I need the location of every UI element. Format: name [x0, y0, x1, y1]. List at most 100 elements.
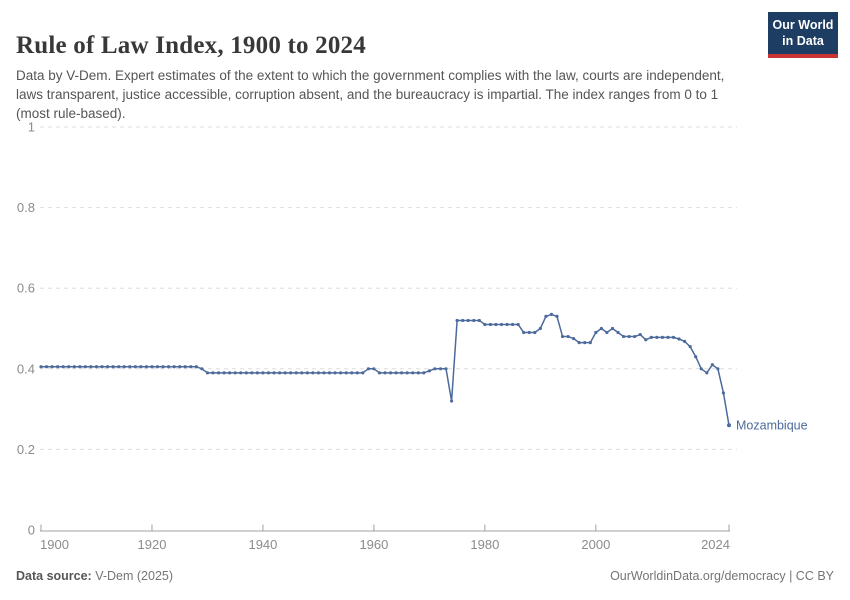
data-point-1984[interactable] — [505, 322, 509, 327]
data-point-1968[interactable] — [416, 371, 420, 375]
data-point-1927[interactable] — [189, 365, 193, 369]
data-point-1970[interactable] — [427, 369, 431, 373]
data-point-1929[interactable] — [200, 367, 204, 371]
data-point-2004[interactable] — [616, 330, 620, 335]
data-point-2024[interactable] — [727, 423, 731, 428]
data-point-1977[interactable] — [466, 318, 470, 323]
data-point-1976[interactable] — [461, 318, 465, 323]
data-point-2014[interactable] — [671, 335, 676, 339]
data-point-1910[interactable] — [94, 365, 99, 369]
data-point-1912[interactable] — [105, 365, 110, 369]
data-point-1918[interactable] — [139, 365, 143, 369]
series-label-mozambique[interactable]: Mozambique — [736, 419, 808, 433]
data-point-1932[interactable] — [216, 371, 221, 375]
data-point-1955[interactable] — [344, 371, 348, 375]
data-point-1926[interactable] — [183, 365, 187, 369]
data-point-2000[interactable] — [594, 330, 598, 335]
data-point-2008[interactable] — [638, 332, 642, 337]
data-point-1959[interactable] — [366, 367, 370, 371]
data-point-1956[interactable] — [350, 371, 354, 375]
data-point-1963[interactable] — [388, 371, 393, 375]
data-point-1946[interactable] — [294, 371, 298, 375]
data-point-1911[interactable] — [100, 365, 104, 369]
data-point-1994[interactable] — [560, 334, 565, 339]
data-point-2020[interactable] — [705, 371, 709, 375]
data-point-1980[interactable] — [483, 322, 487, 327]
data-point-1949[interactable] — [311, 371, 315, 375]
data-point-1920[interactable] — [150, 365, 154, 369]
data-point-1998[interactable] — [583, 341, 587, 345]
data-point-2016[interactable] — [683, 339, 687, 343]
data-point-1945[interactable] — [289, 371, 293, 375]
data-point-1904[interactable] — [61, 365, 65, 369]
data-point-1979[interactable] — [477, 318, 481, 323]
data-point-2010[interactable] — [649, 335, 653, 339]
data-point-1987[interactable] — [522, 330, 526, 335]
data-point-2011[interactable] — [655, 335, 659, 339]
data-point-1958[interactable] — [361, 371, 365, 375]
data-point-1933[interactable] — [222, 371, 226, 375]
data-point-1944[interactable] — [283, 371, 287, 375]
data-point-1961[interactable] — [377, 371, 382, 375]
data-point-1934[interactable] — [228, 371, 232, 375]
data-point-1921[interactable] — [155, 365, 160, 369]
data-point-2005[interactable] — [621, 334, 626, 339]
data-point-1902[interactable] — [50, 365, 54, 369]
data-point-1905[interactable] — [67, 365, 71, 369]
data-point-2023[interactable] — [721, 391, 726, 395]
data-point-1995[interactable] — [566, 334, 570, 339]
data-point-1974[interactable] — [449, 399, 454, 403]
data-point-2009[interactable] — [644, 338, 648, 342]
data-point-1943[interactable] — [277, 371, 282, 375]
data-point-1922[interactable] — [161, 365, 165, 369]
data-point-1997[interactable] — [577, 341, 581, 345]
data-point-1909[interactable] — [89, 365, 93, 369]
data-point-2021[interactable] — [710, 363, 714, 367]
data-point-1903[interactable] — [56, 365, 60, 369]
data-point-1993[interactable] — [555, 314, 559, 319]
data-point-2007[interactable] — [633, 334, 637, 339]
data-point-2015[interactable] — [677, 337, 681, 341]
data-point-1942[interactable] — [272, 371, 276, 375]
data-point-1906[interactable] — [72, 365, 76, 369]
data-point-1966[interactable] — [405, 371, 409, 375]
data-point-2006[interactable] — [627, 334, 631, 339]
owid-logo[interactable]: Our World in Data — [768, 12, 838, 59]
data-point-1996[interactable] — [572, 336, 576, 341]
data-point-2013[interactable] — [666, 335, 670, 339]
data-point-1950[interactable] — [316, 371, 321, 375]
data-point-1954[interactable] — [339, 371, 343, 375]
data-point-1901[interactable] — [44, 365, 49, 369]
data-point-1973[interactable] — [444, 367, 448, 371]
data-point-1969[interactable] — [422, 371, 426, 375]
data-point-1957[interactable] — [355, 371, 359, 375]
data-point-1951[interactable] — [322, 371, 326, 375]
data-point-2022[interactable] — [716, 367, 720, 371]
data-point-1967[interactable] — [411, 371, 415, 375]
data-point-1981[interactable] — [488, 322, 493, 327]
data-point-1936[interactable] — [239, 371, 243, 375]
data-point-1937[interactable] — [244, 371, 248, 375]
data-point-1907[interactable] — [78, 365, 82, 369]
data-point-1913[interactable] — [111, 365, 115, 369]
data-point-1985[interactable] — [511, 322, 515, 327]
data-point-1978[interactable] — [472, 318, 476, 323]
data-point-1988[interactable] — [527, 330, 531, 335]
data-point-1900[interactable] — [39, 365, 43, 369]
data-point-1941[interactable] — [266, 371, 271, 375]
data-point-1953[interactable] — [333, 371, 337, 375]
data-point-1919[interactable] — [144, 365, 149, 369]
data-point-1971[interactable] — [433, 367, 437, 371]
data-point-1923[interactable] — [167, 365, 171, 369]
data-point-1935[interactable] — [233, 371, 237, 375]
series-line-mozambique[interactable] — [41, 313, 730, 426]
data-point-1965[interactable] — [400, 371, 404, 375]
credit-link[interactable]: OurWorldinData.org/democracy | CC BY — [610, 569, 834, 583]
data-point-1940[interactable] — [261, 371, 265, 375]
data-point-1930[interactable] — [205, 371, 210, 375]
data-point-2003[interactable] — [610, 326, 615, 331]
data-point-1928[interactable] — [194, 365, 198, 369]
data-point-1999[interactable] — [588, 341, 592, 345]
data-point-1952[interactable] — [327, 371, 332, 375]
data-point-1983[interactable] — [499, 322, 504, 327]
